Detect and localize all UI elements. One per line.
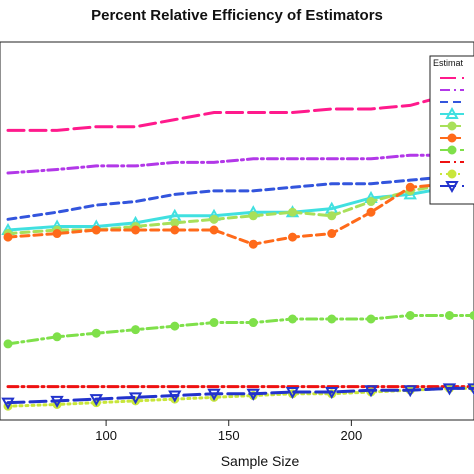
legend-entries bbox=[440, 77, 464, 194]
series-6-point bbox=[91, 225, 101, 235]
series-7-point bbox=[52, 332, 62, 342]
series-6-point bbox=[52, 229, 62, 239]
series-5-point bbox=[288, 207, 298, 217]
series-line-2 bbox=[6, 153, 474, 175]
series-7-point bbox=[469, 310, 474, 320]
x-tick-label: 150 bbox=[218, 428, 240, 443]
x-axis: 100 150 200 bbox=[95, 420, 362, 443]
series-10-point bbox=[325, 386, 339, 400]
legend-entry-4 bbox=[440, 106, 464, 119]
legend-entry-10 bbox=[440, 181, 464, 194]
series-10-point bbox=[467, 383, 474, 396]
legend-marker bbox=[447, 145, 457, 155]
legend-marker bbox=[445, 181, 459, 194]
series-line-1 bbox=[6, 93, 474, 132]
series-7-point bbox=[366, 314, 376, 324]
legend-entry-6 bbox=[440, 133, 464, 143]
series-10-point bbox=[364, 385, 378, 398]
series-6-point bbox=[288, 232, 298, 242]
legend-marker bbox=[445, 106, 459, 119]
series-7-point bbox=[327, 314, 337, 324]
series-6-point bbox=[131, 225, 141, 235]
plot-frame bbox=[0, 41, 474, 421]
series-10-point bbox=[403, 385, 417, 398]
legend-entry-5 bbox=[440, 121, 464, 131]
x-tick-label: 100 bbox=[95, 428, 117, 443]
series-10-point bbox=[128, 392, 143, 405]
legend: Estimat bbox=[429, 55, 474, 205]
series-2 bbox=[6, 153, 474, 175]
legend-title: Estimat bbox=[433, 58, 464, 68]
legend-entry-7 bbox=[440, 145, 464, 155]
series-5-point bbox=[209, 214, 219, 224]
series-6-point bbox=[3, 232, 13, 242]
legend-marker bbox=[447, 133, 457, 143]
series-7-point bbox=[170, 321, 180, 331]
series-6-point bbox=[209, 225, 219, 235]
series-7-point bbox=[131, 325, 141, 335]
series-6-point bbox=[248, 239, 258, 249]
series-6-point bbox=[327, 229, 337, 239]
series-line-10 bbox=[6, 386, 474, 405]
x-tick-label: 200 bbox=[341, 428, 363, 443]
series-9 bbox=[3, 383, 474, 411]
legend-marker bbox=[447, 121, 457, 131]
series-10-point bbox=[50, 395, 64, 408]
series-10-point bbox=[1, 397, 15, 410]
series-10-point bbox=[442, 383, 457, 396]
series-10-point bbox=[285, 386, 300, 400]
series-10-point bbox=[207, 388, 221, 401]
series-7-point bbox=[209, 318, 219, 328]
legend-entry-9 bbox=[440, 169, 464, 179]
series-7-point bbox=[248, 318, 258, 328]
series-10 bbox=[1, 383, 474, 410]
legend-marker bbox=[447, 169, 457, 179]
series-1 bbox=[6, 93, 474, 132]
series-6-point bbox=[170, 225, 180, 235]
series-5-point bbox=[366, 197, 376, 207]
series-line-7 bbox=[6, 313, 474, 346]
series-7-point bbox=[91, 328, 101, 338]
chart-title: Percent Relative Efficiency of Estimator… bbox=[91, 7, 383, 24]
series-6-point bbox=[405, 182, 415, 192]
series-10-point bbox=[89, 394, 103, 407]
series-7 bbox=[3, 310, 474, 349]
series-10-point bbox=[246, 388, 260, 401]
series-5-point bbox=[248, 211, 258, 221]
series-layer bbox=[1, 93, 474, 411]
series-10-point bbox=[168, 390, 182, 403]
series-line-3 bbox=[6, 171, 474, 221]
x-axis-label: Sample Size bbox=[221, 453, 300, 469]
series-7-point bbox=[3, 339, 13, 349]
series-6-point bbox=[366, 207, 376, 217]
series-7-point bbox=[288, 314, 298, 324]
series-7-point bbox=[444, 310, 454, 320]
series-3 bbox=[6, 171, 474, 221]
series-7-point bbox=[405, 310, 415, 320]
series-5-point bbox=[327, 211, 337, 221]
